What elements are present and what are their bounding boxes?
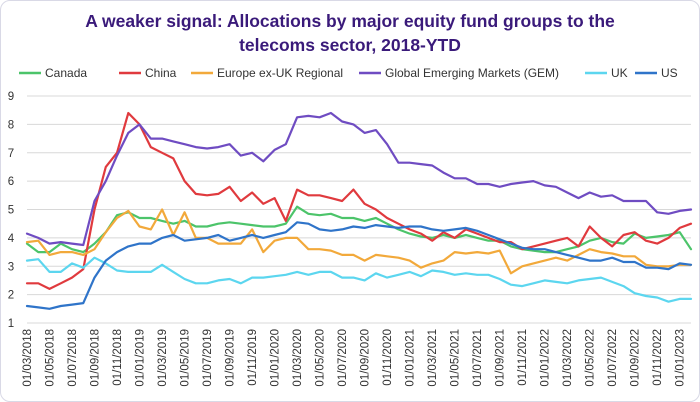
legend-label-uk: UK: [611, 66, 628, 80]
gridlines: [27, 95, 691, 324]
x-tick-label: 01/03/2022: [562, 329, 574, 387]
x-tick-label: 01/01/2023: [675, 329, 687, 387]
x-tick-label: 01/01/2019: [135, 329, 147, 387]
y-tick-label: 7: [8, 148, 14, 160]
y-tick-label: 3: [8, 261, 14, 273]
series-line-europe-ex-uk-regional: [25, 208, 693, 275]
chart-title-line-2: telecoms sector, 2018-YTD: [239, 35, 461, 55]
legend-label-china: China: [145, 66, 177, 80]
x-tick-label: 01/11/2022: [652, 329, 664, 386]
legend-label-us: US: [661, 66, 678, 80]
y-tick-label: 8: [8, 119, 14, 131]
x-tick-label: 01/05/2018: [45, 329, 57, 387]
legend-label-gem: Global Emerging Markets (GEM): [385, 66, 559, 80]
x-tick-label: 01/09/2018: [90, 329, 102, 387]
x-tick-label: 01/07/2020: [337, 329, 349, 387]
x-tick-label: 01/09/2022: [630, 329, 642, 387]
x-tick-label: 01/01/2021: [405, 329, 417, 387]
series-line-canada: [25, 205, 693, 254]
x-axis: 01/03/2018 01/05/2018 01/07/2018 01/09/2018…: [22, 329, 687, 387]
series-lines: [25, 111, 693, 310]
x-tick-label: 01/11/2019: [247, 329, 259, 386]
x-tick-label: 01/03/2018: [22, 329, 34, 387]
x-tick-label: 01/09/2019: [225, 329, 237, 387]
y-tick-label: 4: [8, 233, 15, 245]
x-tick-label: 01/05/2020: [315, 329, 327, 387]
x-tick-label: 01/11/2021: [517, 329, 529, 386]
x-tick-label: 01/11/2018: [112, 329, 124, 386]
series-line-global-emerging-markets-gem: [25, 111, 693, 247]
y-tick-label: 6: [8, 176, 14, 188]
x-tick-label: 01/05/2021: [450, 329, 462, 387]
x-tick-label: 01/03/2020: [292, 329, 304, 387]
y-tick-label: 5: [8, 205, 14, 217]
legend-label-canada: Canada: [45, 66, 87, 80]
x-tick-label: 01/05/2019: [180, 329, 192, 387]
x-tick-label: 01/03/2019: [157, 329, 169, 387]
y-tick-label: 2: [8, 290, 14, 302]
x-tick-label: 01/07/2022: [607, 329, 619, 387]
x-tick-label: 01/09/2021: [495, 329, 507, 387]
y-tick-label: 1: [8, 318, 14, 330]
chart-title-line-1: A weaker signal: Allocations by major eq…: [85, 11, 615, 31]
series-line-uk: [25, 256, 693, 303]
x-tick-label: 01/07/2021: [472, 329, 484, 387]
x-tick-label: 01/07/2019: [202, 329, 214, 387]
chart-legend: Canada China Europe ex-UK Regional Globa…: [19, 66, 678, 80]
y-axis: 1 2 3 4 5 6 7 8 9: [8, 91, 15, 330]
x-tick-label: 01/07/2018: [67, 329, 79, 387]
y-tick-label: 9: [8, 91, 14, 103]
x-tick-label: 01/09/2020: [360, 329, 372, 387]
series-line-us: [25, 221, 693, 310]
legend-label-europe-ex-uk: Europe ex-UK Regional: [217, 66, 343, 80]
x-tick-label: 01/01/2022: [540, 329, 552, 387]
x-tick-label: 01/11/2020: [382, 329, 394, 386]
x-tick-label: 01/05/2022: [585, 329, 597, 387]
x-tick-label: 01/03/2021: [427, 329, 439, 387]
x-tick-label: 01/01/2020: [270, 329, 282, 387]
series-line-china: [25, 111, 693, 290]
